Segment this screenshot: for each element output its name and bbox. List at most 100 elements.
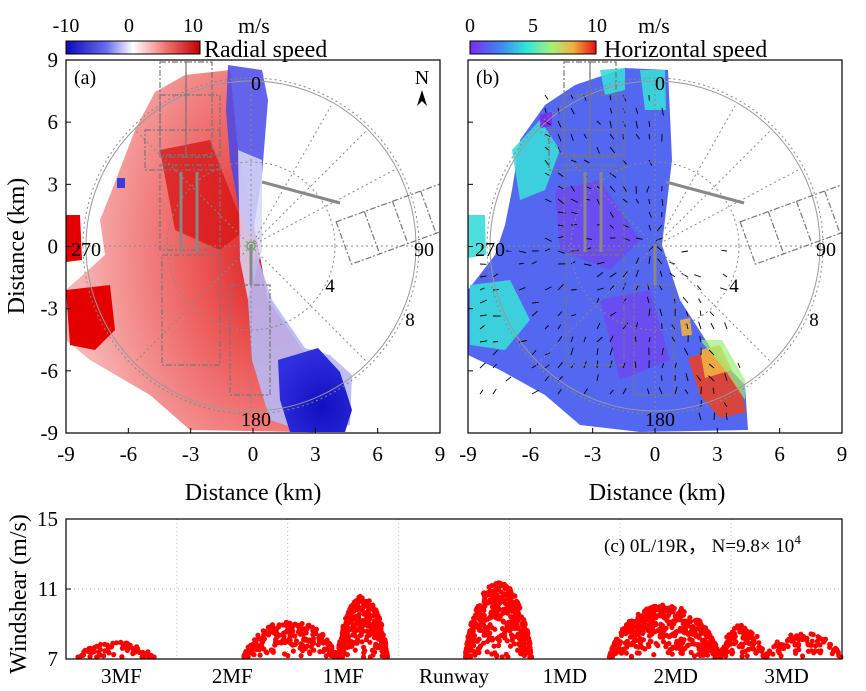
radial-colorbar-label: Radial speed <box>204 37 327 63</box>
windshear-point <box>633 624 640 630</box>
windshear-point <box>367 654 373 660</box>
windshear-point <box>494 635 500 642</box>
range-label-8-b: 8 <box>809 310 819 331</box>
windshear-point <box>507 643 514 649</box>
windshear-point <box>518 642 524 648</box>
windshear-point <box>91 648 97 655</box>
x-tick-label: 6 <box>372 442 383 466</box>
windshear-point <box>631 619 637 625</box>
x-tick-label: 6 <box>774 442 785 466</box>
windshear-point <box>712 641 718 647</box>
windshear-point <box>770 651 776 657</box>
windshear-point <box>98 641 104 648</box>
windshear-point <box>101 653 107 659</box>
windshear-point <box>338 635 345 641</box>
windshear-point <box>282 639 288 646</box>
windshear-point <box>631 633 637 639</box>
windshear-point <box>150 654 156 660</box>
windshear-point <box>275 633 281 639</box>
radial-speed-field-southeast-blue <box>278 348 352 432</box>
windshear-point <box>375 636 382 642</box>
wind-vector <box>544 324 550 330</box>
panel-c-annotation-base: (c) 0L/19R， N=9.8× 10 <box>604 536 794 557</box>
wind-vector <box>596 287 604 291</box>
windshear-point <box>819 636 826 643</box>
panel-b-label: (b) <box>476 67 499 89</box>
windshear-point <box>636 629 642 635</box>
windshear-point <box>348 640 354 646</box>
windshear-point <box>369 622 375 628</box>
wind-vector <box>696 375 702 382</box>
windshear-point <box>673 645 680 651</box>
wind-vector <box>712 387 715 395</box>
panel-a-plot-area <box>66 61 440 433</box>
wind-vector <box>634 336 637 343</box>
panel-c-categories: 3MF 2MF 1MF Runway 1MD 2MD 3MD <box>101 664 809 688</box>
windshear-point <box>688 649 694 656</box>
windshear-point <box>80 652 87 658</box>
wind-vector <box>713 412 715 421</box>
windshear-point <box>512 634 518 640</box>
windshear-point <box>642 616 648 622</box>
wind-vector <box>492 363 498 369</box>
windshear-point <box>827 642 834 648</box>
wind-vector <box>720 287 728 291</box>
windshear-point <box>625 627 632 633</box>
windshear-point <box>465 638 471 644</box>
windshear-point <box>796 647 802 653</box>
windshear-point <box>705 645 711 651</box>
wind-vector <box>596 272 604 278</box>
wind-vector <box>699 310 702 317</box>
panel-a-ylabel: Distance (km) <box>4 178 30 315</box>
windshear-point <box>374 609 380 615</box>
windshear-point <box>475 603 481 609</box>
windshear-point <box>87 654 93 660</box>
wind-vector <box>544 107 547 114</box>
wind-vector <box>648 337 651 343</box>
windshear-point <box>501 591 508 598</box>
wind-vector <box>669 261 676 265</box>
wind-vector <box>570 249 579 252</box>
wind-vector <box>698 412 702 421</box>
windshear-point <box>764 654 770 660</box>
wind-vector <box>721 249 728 252</box>
windshear-point <box>524 630 530 636</box>
wind-vector <box>622 322 629 330</box>
wind-vector <box>596 322 601 330</box>
windshear-point <box>491 643 497 649</box>
wind-vector <box>479 287 485 291</box>
windshear-point <box>653 640 659 647</box>
wind-vector <box>634 361 637 369</box>
x-tick-label: -9 <box>57 442 75 466</box>
y-tick-label: 0 <box>48 235 59 259</box>
wind-vector <box>660 375 663 382</box>
wind-vector <box>570 363 575 369</box>
windshear-point <box>750 637 757 643</box>
windshear-point <box>476 636 482 642</box>
windshear-point <box>691 630 697 637</box>
windshear-point <box>245 648 251 654</box>
windshear-point <box>681 630 688 636</box>
windshear-point <box>466 643 472 650</box>
windshear-point <box>653 604 659 610</box>
wind-vector <box>505 376 512 382</box>
wind-vector <box>544 172 550 176</box>
windshear-point <box>519 638 525 644</box>
panel-b-xlabel: Distance (km) <box>589 480 726 506</box>
y-tick-label: 11 <box>38 577 58 601</box>
category-label: 3MF <box>101 664 142 688</box>
windshear-point <box>264 650 270 656</box>
wind-vector <box>557 250 566 254</box>
wind-vector <box>557 133 562 142</box>
wind-vector <box>708 363 715 369</box>
x-tick-label: -6 <box>522 442 540 466</box>
windshear-point <box>494 592 500 598</box>
windshear-point <box>476 649 482 656</box>
radial-colorbar-tick-min: -10 <box>53 15 80 37</box>
windshear-point <box>372 649 378 655</box>
windshear-point <box>297 631 303 637</box>
y-tick-label: 6 <box>48 110 59 134</box>
windshear-point <box>506 601 512 607</box>
x-tick-label: 0 <box>650 442 661 466</box>
windshear-point <box>338 640 344 646</box>
